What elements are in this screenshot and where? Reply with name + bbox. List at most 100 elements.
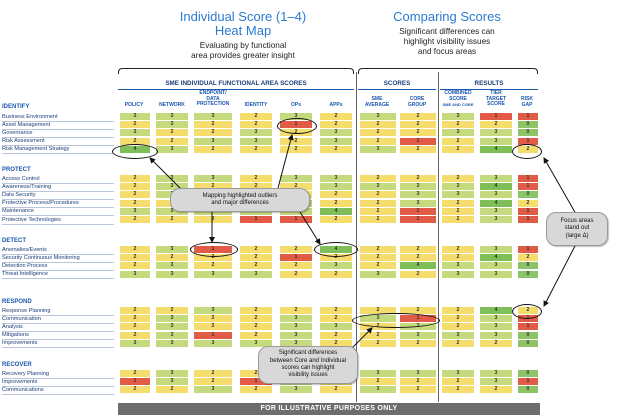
cell-network: 3 bbox=[156, 331, 188, 339]
highlight-oval-communication-scores bbox=[352, 313, 440, 328]
cell-identity: 2 bbox=[240, 121, 272, 129]
col-combined-score: COMBINED SCORE SME AND CORE bbox=[442, 90, 474, 108]
cell-combined: 2 bbox=[442, 216, 474, 223]
cell-combined: 2 bbox=[442, 339, 474, 347]
cell-identity: 2 bbox=[240, 262, 272, 270]
cell-combined: 2 bbox=[442, 207, 474, 215]
cell-risk-gap: 0 bbox=[518, 339, 538, 347]
cell-identity: 3 bbox=[240, 137, 272, 145]
cell-network: 3 bbox=[156, 121, 188, 129]
cell-policy: 2 bbox=[120, 323, 150, 331]
callout-focus-areas: Focus areas stand out (large Δ) bbox=[546, 212, 608, 246]
cell-sme-average: 2 bbox=[360, 339, 396, 347]
comparing-title: Comparing Scores bbox=[393, 9, 501, 24]
col-identity: IDENTITY bbox=[244, 102, 268, 108]
cell-core-group: 3 bbox=[400, 370, 436, 377]
cell-endpoint: 3 bbox=[194, 113, 232, 120]
cell-risk-gap: 1 bbox=[518, 246, 538, 253]
row-label: Data Security bbox=[2, 191, 36, 198]
cell-tier-target: 4 bbox=[480, 199, 512, 207]
comparing-subtitle-line3: and focus areas bbox=[417, 47, 477, 56]
cell-apps: 2 bbox=[320, 113, 352, 120]
cell-sme-average: 2 bbox=[360, 262, 396, 270]
row-label: Communication bbox=[2, 315, 41, 322]
row-divider bbox=[2, 120, 114, 122]
cell-ops: 2 bbox=[280, 137, 312, 145]
cell-network: 3 bbox=[156, 378, 188, 386]
cell-combined: 2 bbox=[442, 315, 474, 323]
highlight-oval-gap-response bbox=[512, 304, 542, 319]
cell-network: 3 bbox=[156, 315, 188, 323]
cell-tier-target: 3 bbox=[480, 262, 512, 270]
cell-apps: 2 bbox=[320, 339, 352, 347]
cell-network: 3 bbox=[156, 339, 188, 347]
row-divider bbox=[2, 385, 114, 387]
cell-core-group: 2 bbox=[400, 145, 436, 153]
cell-ops: 3 bbox=[280, 113, 312, 120]
cell-core-group: 2 bbox=[400, 254, 436, 262]
cell-endpoint: 1 bbox=[194, 331, 232, 339]
cell-apps: 4 bbox=[320, 207, 352, 215]
row-divider bbox=[2, 261, 114, 263]
cell-network: 2 bbox=[156, 307, 188, 314]
row-label: Asset Management bbox=[2, 121, 51, 128]
cell-identity: 2 bbox=[240, 331, 272, 339]
cell-core-group: 2 bbox=[400, 246, 436, 253]
cell-tier-target: 2 bbox=[480, 339, 512, 347]
cell-apps: 3 bbox=[320, 175, 352, 182]
heatmap-title: Individual Score (1–4) bbox=[179, 9, 307, 24]
row-label: Risk Management Strategy bbox=[2, 146, 70, 153]
cell-apps: 2 bbox=[320, 386, 352, 394]
cell-identity: 2 bbox=[240, 323, 272, 331]
cell-sme-average: 3 bbox=[360, 386, 396, 394]
cell-sme-average: 2 bbox=[360, 121, 396, 129]
cell-endpoint: 2 bbox=[194, 145, 232, 153]
cell-core-group: 3 bbox=[400, 183, 436, 191]
cell-risk-gap: 1 bbox=[518, 378, 538, 386]
cell-network: 3 bbox=[156, 370, 188, 377]
sme-group-bracket bbox=[118, 68, 354, 74]
row-divider bbox=[2, 207, 114, 209]
cell-core-group: 2 bbox=[400, 121, 436, 129]
row-divider bbox=[2, 394, 114, 395]
cell-sme-average: 2 bbox=[360, 175, 396, 182]
cell-sme-average: 2 bbox=[360, 378, 396, 386]
cell-risk-gap: 1 bbox=[518, 175, 538, 182]
col-core-group: CORE GROUP bbox=[407, 96, 427, 108]
cell-endpoint: 3 bbox=[194, 386, 232, 394]
callout-outliers: Mapping highlighted outliers and major di… bbox=[170, 188, 310, 212]
col-policy: POLICY bbox=[124, 102, 144, 108]
row-label: Improvements bbox=[2, 378, 38, 385]
cell-risk-gap: 0 bbox=[518, 270, 538, 278]
cell-policy: 2 bbox=[120, 262, 150, 270]
cell-tier-target: 1 bbox=[480, 113, 512, 120]
cell-endpoint: 2 bbox=[194, 378, 232, 386]
row-divider bbox=[2, 339, 114, 341]
cell-ops: 3 bbox=[280, 315, 312, 323]
row-label: Recovery Planning bbox=[2, 370, 49, 377]
cell-endpoint: 3 bbox=[194, 339, 232, 347]
cell-sme-average: 3 bbox=[360, 370, 396, 377]
row-label: Protective Technologies bbox=[2, 216, 61, 223]
sme-header-rule bbox=[118, 89, 354, 90]
cell-ops: 3 bbox=[280, 386, 312, 394]
cell-combined: 3 bbox=[442, 262, 474, 270]
section-recover: RECOVER bbox=[2, 362, 32, 368]
cell-policy: 2 bbox=[120, 370, 150, 377]
row-divider bbox=[2, 215, 114, 217]
cell-risk-gap: 0 bbox=[518, 370, 538, 377]
row-label: Communications bbox=[2, 386, 44, 393]
cell-core-group: 3 bbox=[400, 199, 436, 207]
divider-scores-results bbox=[438, 72, 439, 402]
cell-identity: 2 bbox=[240, 175, 272, 182]
cell-tier-target: 3 bbox=[480, 191, 512, 199]
section-detect: DETECT bbox=[2, 238, 26, 244]
row-divider bbox=[2, 253, 114, 255]
cell-endpoint: 2 bbox=[194, 254, 232, 262]
heatmap-title-line2: Heat Map bbox=[214, 23, 272, 38]
row-label: Improvements bbox=[2, 340, 38, 347]
scores-header-rule bbox=[358, 89, 436, 90]
cell-tier-target: 4 bbox=[480, 254, 512, 262]
cell-network: 3 bbox=[156, 323, 188, 331]
cell-combined: 2 bbox=[442, 175, 474, 182]
